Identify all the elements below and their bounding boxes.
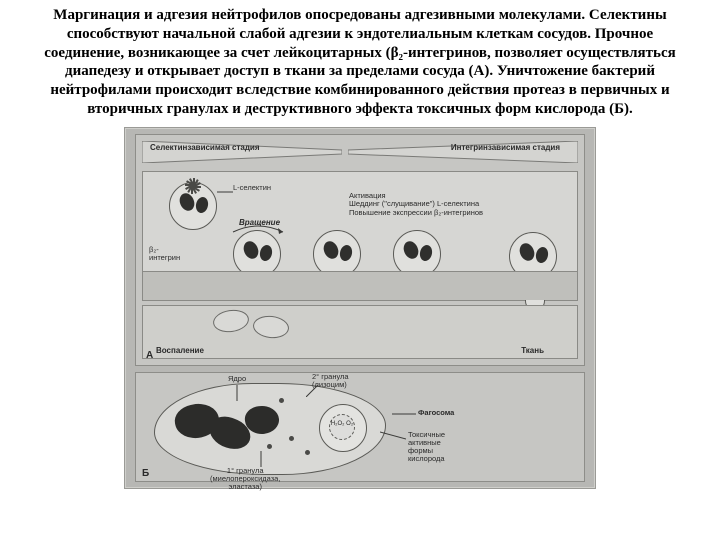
granule-dot-1-icon <box>279 398 284 403</box>
phagosome-pointer-icon <box>392 413 416 415</box>
nucleus-pointer-icon <box>236 385 238 401</box>
activation-label: Активация Шеддинг ("слущивание") L-селек… <box>349 192 483 218</box>
neutrophil-big-icon: H₂O₂ O₂ <box>154 383 386 475</box>
granule1-pointer-icon <box>260 451 262 467</box>
panel-b-letter: Б <box>142 468 149 479</box>
granule2-pointer-icon <box>306 385 318 397</box>
stage-integrin-label: Интегринзависимая стадия <box>451 143 560 152</box>
l-selectin-pointer-icon <box>217 188 233 196</box>
tissue-cell-2-icon <box>252 314 290 340</box>
granule-dot-2-icon <box>289 436 294 441</box>
panel-a-letter: А <box>146 350 153 361</box>
endothelium-icon <box>143 271 577 300</box>
selectin-spikes-icon <box>164 177 222 235</box>
ros-label: Токсичные активные формы кислорода <box>408 431 445 464</box>
tissue-label: Ткань <box>521 346 544 355</box>
panel-b: H₂O₂ O₂ Ядро 2° гранула (лизоцим) Фагосо… <box>135 372 585 482</box>
granule-dot-3-icon <box>267 444 272 449</box>
panel-a: Селектинзависимая стадия Интегринзависим… <box>135 134 585 366</box>
ros-label-inner: H₂O₂ O₂ <box>329 414 355 440</box>
phagosome-icon: H₂O₂ O₂ <box>319 404 367 452</box>
vessel-lumen: L-селектин β₂- интегрин Вращение Активац… <box>142 171 578 301</box>
caption-text: Маргинация и адгезия нейтрофилов опосред… <box>40 6 680 119</box>
stage-selectin-label: Селектинзависимая стадия <box>150 143 259 152</box>
granule1-label: 1° гранула (миелопероксидаза, эластаза) <box>210 467 280 492</box>
neutrophil-floating-icon <box>169 182 217 230</box>
tissue-region <box>142 305 578 359</box>
inflammation-label: Воспаление <box>156 346 204 355</box>
page: Маргинация и адгезия нейтрофилов опосред… <box>0 0 720 540</box>
phagosome-label: Фагосома <box>418 409 454 417</box>
figure: Селектинзависимая стадия Интегринзависим… <box>124 127 596 489</box>
granule-dot-4-icon <box>305 450 310 455</box>
integrin-label: β₂- интегрин <box>149 246 180 263</box>
l-selectin-label: L-селектин <box>233 184 271 193</box>
nucleus-label: Ядро <box>228 375 246 383</box>
tissue-cell-1-icon <box>212 307 251 334</box>
ros-pointer-icon <box>380 431 406 441</box>
rotation-arrow-icon <box>229 222 287 236</box>
